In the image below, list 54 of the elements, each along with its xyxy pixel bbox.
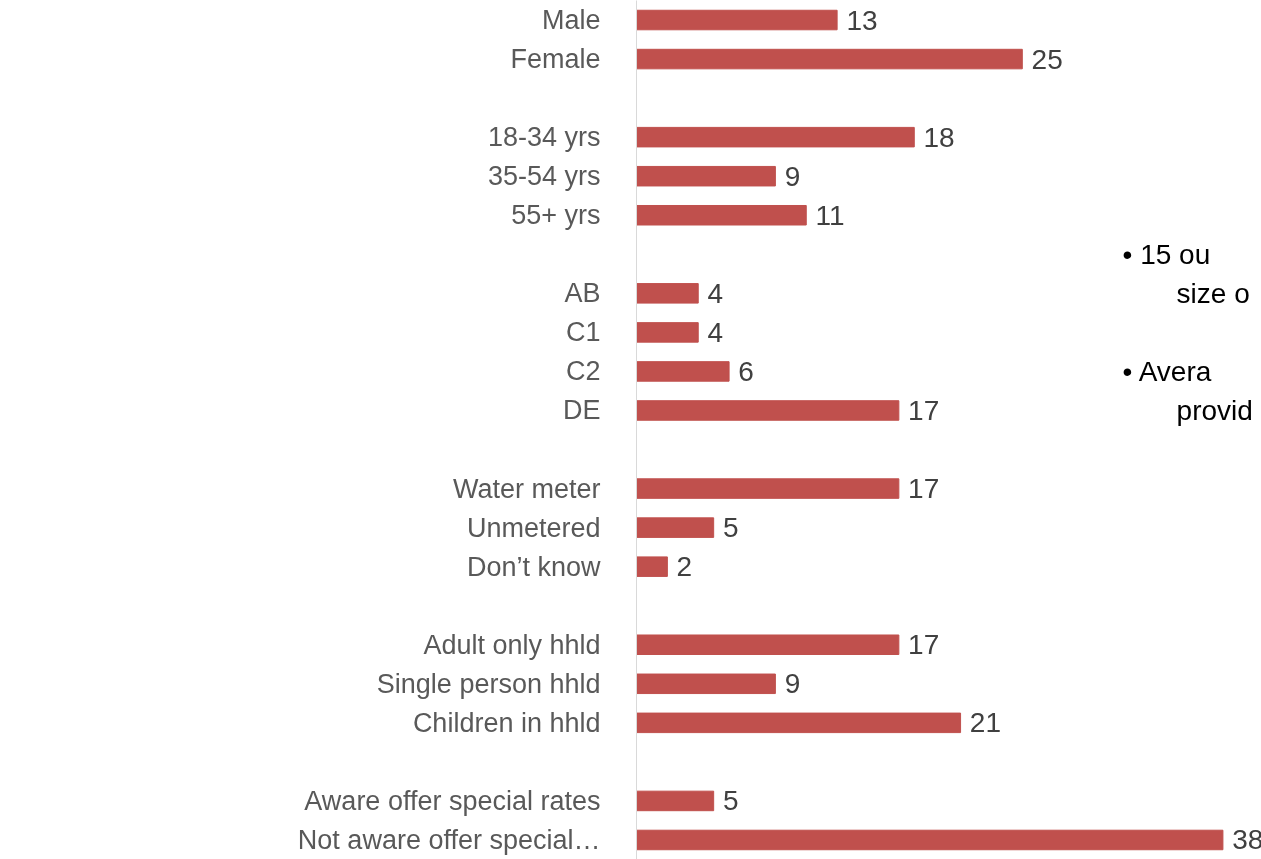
data-label: 5: [722, 512, 739, 544]
annotation: • Avera: [1122, 355, 1212, 387]
bar: [636, 48, 1023, 70]
y-tick-label: DE: [562, 395, 601, 426]
bar: [636, 712, 962, 734]
annotation: provid: [1176, 394, 1253, 426]
bar: [636, 478, 900, 499]
bar: [636, 673, 776, 695]
y-tick-label: Not aware offer special…: [297, 824, 601, 855]
y-tick-label: 55+ yrs: [511, 200, 601, 231]
y-tick-label: Don’t know: [466, 551, 601, 582]
bar: [636, 126, 915, 148]
bar: [636, 517, 715, 538]
bar: [636, 9, 838, 31]
data-label: 17: [908, 629, 940, 661]
data-label: 21: [969, 707, 1001, 739]
y-tick-label: AB: [564, 278, 601, 309]
data-label: 9: [784, 668, 801, 700]
bar: [636, 322, 699, 343]
annotation: • 15 ou: [1122, 238, 1211, 270]
bar: [636, 165, 776, 187]
data-label: 11: [815, 199, 845, 231]
y-tick-label: Single person hhld: [376, 668, 601, 699]
y-tick-label: 35-54 yrs: [487, 161, 601, 192]
y-tick-label: Unmetered: [466, 512, 601, 543]
bar: [636, 361, 730, 382]
data-label: 17: [908, 394, 940, 426]
data-label: 2: [676, 551, 693, 583]
y-tick-label: C1: [565, 317, 601, 348]
y-tick-label: Water meter: [452, 473, 601, 504]
bar: [636, 634, 900, 656]
y-tick-label: Male: [541, 5, 601, 36]
y-tick-label: 18-34 yrs: [487, 122, 601, 153]
data-label: 5: [722, 785, 739, 817]
bar: [636, 790, 715, 812]
y-tick-label: Children in hhld: [412, 707, 601, 738]
data-label: 13: [846, 4, 878, 36]
data-label: 9: [784, 160, 801, 192]
bar: [636, 829, 1224, 851]
data-label: 4: [707, 277, 724, 309]
data-label: 4: [707, 316, 724, 348]
data-label: 25: [1031, 43, 1063, 75]
y-tick-label: C2: [565, 356, 601, 387]
bar: [636, 400, 900, 421]
bar: [636, 283, 699, 304]
data-label: 18: [923, 121, 955, 153]
data-label: 6: [738, 355, 754, 387]
bar: [636, 204, 807, 226]
data-label: 17: [908, 473, 940, 505]
bar: [636, 556, 668, 577]
annotation: size o: [1176, 277, 1250, 309]
y-tick-label: Adult only hhld: [423, 629, 601, 660]
y-tick-label: Female: [510, 44, 601, 75]
y-tick-label: Aware offer special rates: [304, 785, 601, 816]
